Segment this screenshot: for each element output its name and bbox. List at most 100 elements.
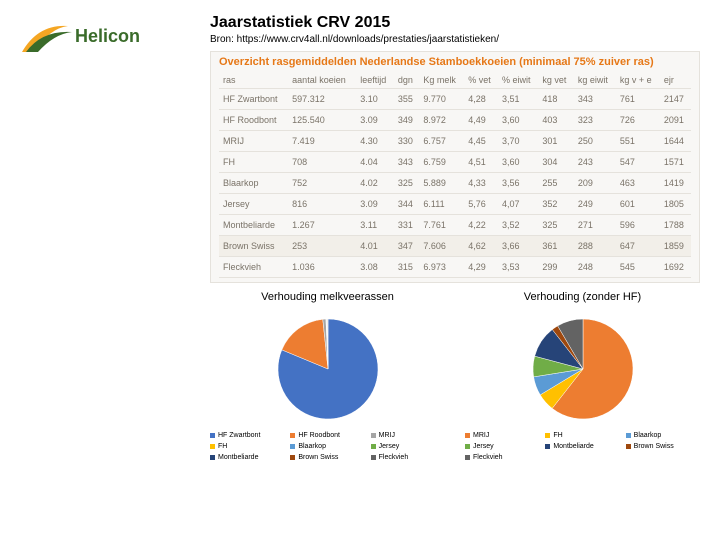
pie-chart-1 xyxy=(253,307,403,427)
table-cell: 4,49 xyxy=(464,110,498,131)
table-cell: 418 xyxy=(538,89,573,110)
data-table: rasaantal koeienleeftijddgnKg melk% vet%… xyxy=(219,72,691,278)
column-header: % vet xyxy=(464,72,498,89)
legend-swatch xyxy=(545,433,550,438)
table-cell: 4.01 xyxy=(356,236,394,257)
table-cell: 325 xyxy=(394,173,419,194)
logo-swoosh-icon xyxy=(20,18,80,58)
legend-label: MRIJ xyxy=(473,431,489,441)
legend-swatch xyxy=(371,433,376,438)
table-cell: 752 xyxy=(288,173,356,194)
chart1-legend: HF ZwartbontHF RoodbontMRIJFHBlaarkopJer… xyxy=(210,431,445,462)
table-cell: 3,52 xyxy=(498,215,538,236)
table-cell: 243 xyxy=(574,152,616,173)
legend-item: Blaarkop xyxy=(290,442,364,452)
table-cell: 301 xyxy=(538,131,573,152)
legend-swatch xyxy=(465,455,470,460)
table-row: Jersey8163.093446.1115,764,0735224960118… xyxy=(219,194,691,215)
legend-swatch xyxy=(290,455,295,460)
table-cell: 271 xyxy=(574,215,616,236)
column-header: Kg melk xyxy=(419,72,464,89)
legend-label: Montbeliarde xyxy=(218,453,258,463)
legend-item: HF Roodbont xyxy=(290,431,364,441)
legend-swatch xyxy=(545,444,550,449)
legend-swatch xyxy=(290,444,295,449)
legend-label: HF Zwartbont xyxy=(218,431,260,441)
column-header: kg eiwit xyxy=(574,72,616,89)
legend-swatch xyxy=(210,444,215,449)
table-cell: 761 xyxy=(616,89,660,110)
table-cell: 6.757 xyxy=(419,131,464,152)
table-cell: 4,22 xyxy=(464,215,498,236)
legend-swatch xyxy=(626,444,631,449)
legend-item: Brown Swiss xyxy=(290,453,364,463)
table-cell: 4,45 xyxy=(464,131,498,152)
table-cell: 2147 xyxy=(660,89,691,110)
table-cell: 8.972 xyxy=(419,110,464,131)
legend-label: Blaarkop xyxy=(634,431,662,441)
table-cell: 597.312 xyxy=(288,89,356,110)
table-cell: 3,70 xyxy=(498,131,538,152)
table-cell: 330 xyxy=(394,131,419,152)
column-header: aantal koeien xyxy=(288,72,356,89)
column-header: dgn xyxy=(394,72,419,89)
table-row: Montbeliarde1.2673.113317.7614,223,52325… xyxy=(219,215,691,236)
table-cell: 596 xyxy=(616,215,660,236)
table-cell: 6.111 xyxy=(419,194,464,215)
legend-swatch xyxy=(465,433,470,438)
table-cell: 1.036 xyxy=(288,257,356,278)
legend-label: Montbeliarde xyxy=(553,442,593,452)
table-cell: 325 xyxy=(538,215,573,236)
table-cell: 1644 xyxy=(660,131,691,152)
table-cell: 209 xyxy=(574,173,616,194)
table-cell: 1859 xyxy=(660,236,691,257)
table-cell: 1788 xyxy=(660,215,691,236)
legend-item: FH xyxy=(210,442,284,452)
table-cell: 4.04 xyxy=(356,152,394,173)
table-cell: 3.09 xyxy=(356,194,394,215)
legend-item: Montbeliarde xyxy=(545,442,619,452)
legend-item: Blaarkop xyxy=(626,431,700,441)
legend-label: Jersey xyxy=(473,442,494,452)
legend-item: FH xyxy=(545,431,619,441)
legend-label: Fleckvieh xyxy=(473,453,503,463)
legend-swatch xyxy=(210,455,215,460)
legend-item: Fleckvieh xyxy=(371,453,445,463)
legend-label: Blaarkop xyxy=(298,442,326,452)
legend-item: MRIJ xyxy=(465,431,539,441)
table-cell: Brown Swiss xyxy=(219,236,288,257)
table-cell: 5,76 xyxy=(464,194,498,215)
table-cell: 4,33 xyxy=(464,173,498,194)
table-cell: 726 xyxy=(616,110,660,131)
table-cell: 249 xyxy=(574,194,616,215)
table-cell: 4,07 xyxy=(498,194,538,215)
chart2-title: Verhouding (zonder HF) xyxy=(465,291,700,303)
table-row: Fleckvieh1.0363.083156.9734,293,53299248… xyxy=(219,257,691,278)
table-cell: FH xyxy=(219,152,288,173)
table-cell: 545 xyxy=(616,257,660,278)
legend-item: Jersey xyxy=(465,442,539,452)
table-cell: 4,62 xyxy=(464,236,498,257)
table-cell: 288 xyxy=(574,236,616,257)
table-cell: 4.02 xyxy=(356,173,394,194)
table-cell: 601 xyxy=(616,194,660,215)
legend-label: FH xyxy=(218,442,227,452)
column-header: leeftijd xyxy=(356,72,394,89)
table-cell: 1692 xyxy=(660,257,691,278)
legend-swatch xyxy=(210,433,215,438)
legend-swatch xyxy=(290,433,295,438)
table-cell: 3,56 xyxy=(498,173,538,194)
column-header: % eiwit xyxy=(498,72,538,89)
table-cell: 3,60 xyxy=(498,152,538,173)
table-row: Blaarkop7524.023255.8894,333,56255209463… xyxy=(219,173,691,194)
table-cell: 1.267 xyxy=(288,215,356,236)
legend-label: HF Roodbont xyxy=(298,431,340,441)
table-cell: 3.11 xyxy=(356,215,394,236)
table-cell: 304 xyxy=(538,152,573,173)
table-cell: 3,60 xyxy=(498,110,538,131)
pie-chart-2 xyxy=(508,307,658,427)
table-row: HF Zwartbont597.3123.103559.7704,283,514… xyxy=(219,89,691,110)
legend-swatch xyxy=(626,433,631,438)
legend-item: Jersey xyxy=(371,442,445,452)
table-cell: 7.419 xyxy=(288,131,356,152)
